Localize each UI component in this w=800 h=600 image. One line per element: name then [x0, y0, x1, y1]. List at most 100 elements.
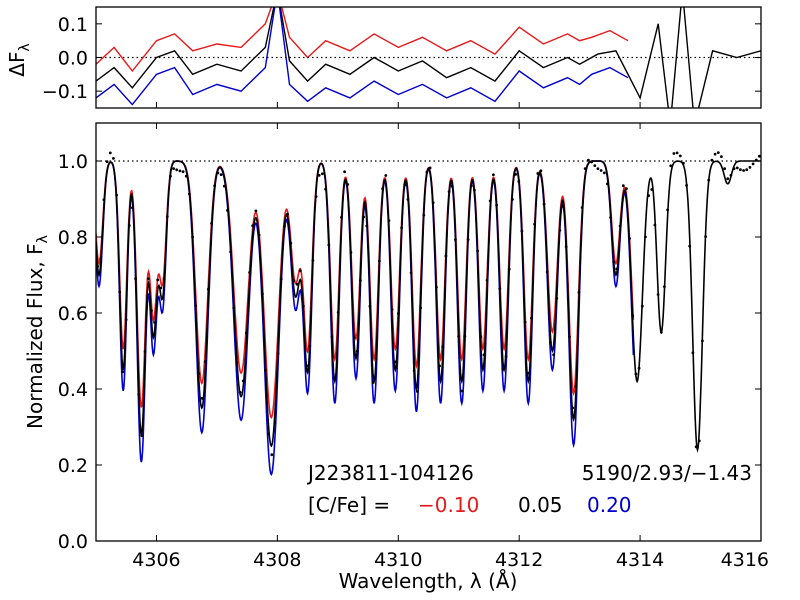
observed-point [295, 282, 299, 286]
observed-point [479, 335, 483, 339]
observed-point [726, 177, 730, 181]
x-tick-label: 4314 [616, 549, 664, 571]
observed-point [330, 335, 334, 339]
observed-point [492, 173, 495, 177]
observed-point [327, 243, 331, 247]
spectrum-axes-frame [95, 122, 762, 542]
y-tick-label: 0.0 [58, 531, 88, 553]
observed-point [219, 173, 223, 177]
observed-point [549, 341, 552, 344]
observed-point [523, 320, 527, 324]
observed-point [400, 226, 403, 230]
observed-point [501, 367, 505, 371]
observed-point [640, 304, 644, 308]
observed-point [412, 369, 416, 373]
observed-point [580, 206, 584, 209]
observed-point [397, 312, 400, 315]
observed-point [672, 152, 676, 155]
residual_plus-line [96, 7, 629, 106]
observed-point [739, 168, 742, 172]
observed-point [666, 208, 669, 212]
observed-point [118, 290, 122, 294]
observed-point [634, 372, 638, 376]
observed-point [203, 360, 207, 363]
residual-panel: 0.1 0.0 −0.1 ΔFλ [5, 6, 762, 109]
observed-point [564, 245, 568, 249]
x-tick-label: 4310 [374, 549, 422, 571]
observed-point [425, 170, 429, 174]
observed-point [137, 393, 141, 396]
observed-point [162, 277, 166, 281]
observed-point [704, 235, 707, 239]
model-cfe-plus-line [96, 160, 635, 477]
observed-point [279, 277, 283, 281]
observed-point [241, 379, 245, 383]
observed-point [343, 170, 346, 174]
observed-point [229, 250, 233, 254]
observed-point [723, 167, 726, 171]
observed-point [466, 238, 470, 242]
observed-point [359, 279, 362, 282]
observed-point [555, 297, 559, 300]
observed-point [121, 370, 125, 374]
observed-point [254, 209, 258, 213]
observed-point [362, 215, 365, 219]
cfe-label: [C/Fe] = [308, 493, 390, 517]
observed-point [108, 151, 112, 155]
observed-point [593, 164, 597, 168]
observed-point [169, 174, 172, 178]
observed-point [587, 158, 590, 162]
observed-point [381, 187, 384, 191]
observed-point [694, 445, 698, 449]
observed-point [568, 335, 571, 339]
x-tick-label: 4312 [495, 549, 543, 571]
observed-point [226, 209, 229, 212]
residual-x-ticks [155, 102, 762, 108]
observed-point [457, 334, 460, 338]
observed-point [511, 198, 514, 201]
observed-point [526, 371, 530, 375]
observed-point [517, 180, 521, 183]
residual-series-group [96, 7, 761, 108]
observed-point [311, 259, 315, 262]
observed-point [165, 215, 169, 218]
observed-point [571, 406, 574, 410]
observed-point [463, 334, 467, 338]
observed-point [222, 184, 226, 188]
observed-point [447, 190, 451, 194]
observed-point [732, 167, 736, 171]
observed-point [701, 339, 704, 343]
observed-point [663, 285, 666, 288]
observed-point [124, 318, 128, 322]
observed-point [707, 178, 711, 182]
y-tick-label: 0.6 [58, 303, 88, 325]
observed-point [102, 198, 106, 202]
observed-point [618, 224, 622, 228]
observed-point [112, 157, 115, 160]
observed-point [172, 167, 176, 171]
y-tick-label: 0.2 [58, 455, 88, 477]
observed-point [476, 249, 479, 253]
observed-point [552, 353, 555, 357]
spectrum-panel: 0.00.20.40.60.81.0 4306 4308 4310 4312 4314 4… [23, 122, 769, 593]
observed-point [469, 184, 473, 188]
model-cfe-mid-line [96, 160, 761, 453]
observed-point [609, 216, 612, 219]
observed-point [758, 154, 761, 158]
observed-point [441, 345, 445, 349]
observed-point [390, 308, 394, 311]
observed-point [542, 202, 546, 206]
observed-point [99, 257, 103, 261]
cfe-value-mid: 0.05 [518, 493, 563, 517]
observed-point [488, 199, 492, 203]
observed-point [637, 366, 641, 370]
observed-point [716, 151, 720, 155]
observed-point [156, 278, 160, 282]
observed-point [742, 169, 745, 172]
observed-point [419, 306, 422, 310]
x-tick-label: 4308 [253, 549, 301, 571]
observed-point [659, 330, 663, 334]
x-tick-label: 4306 [132, 549, 180, 571]
observed-point [286, 212, 289, 216]
observed-point [504, 355, 508, 358]
